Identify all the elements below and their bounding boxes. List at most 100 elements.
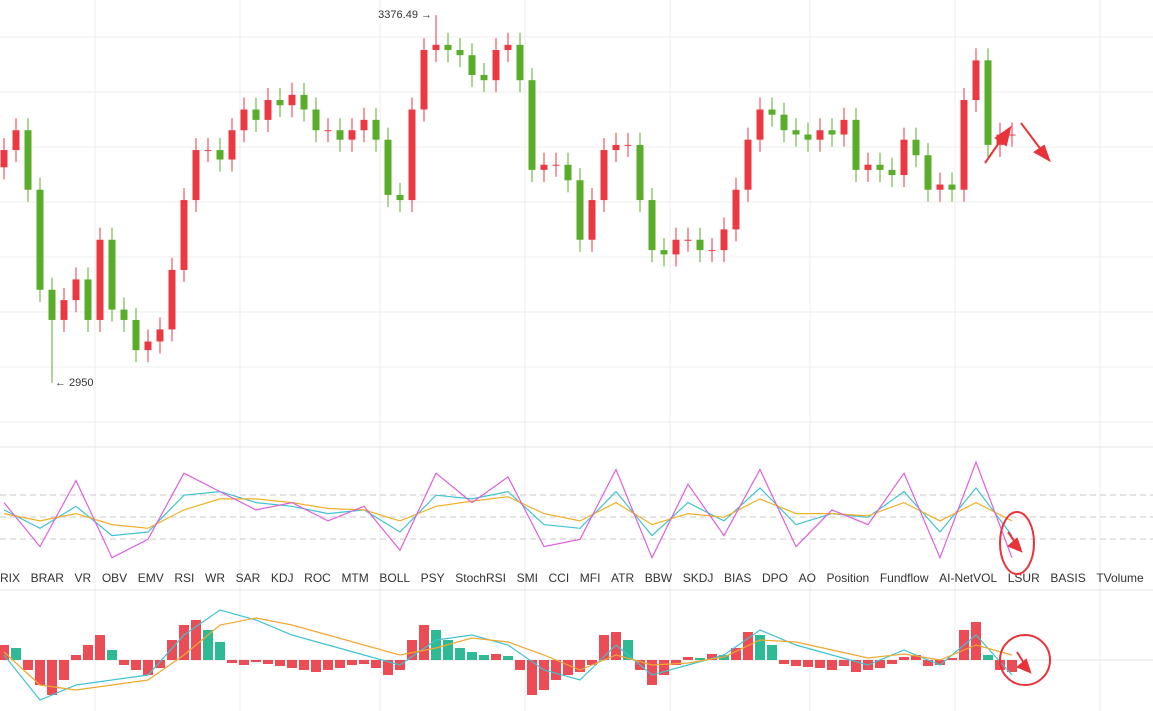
indicator-tab[interactable]: VR xyxy=(75,571,92,585)
indicator-tab[interactable]: OBV xyxy=(102,571,127,585)
indicator-tab[interactable]: BOLL xyxy=(379,571,410,585)
macd-bar xyxy=(299,660,309,670)
indicator-tab[interactable]: BRAR xyxy=(31,571,65,585)
macd-bar xyxy=(347,660,357,665)
candle-body xyxy=(468,55,476,76)
indicator-tab[interactable]: ROC xyxy=(304,571,331,585)
macd-bar xyxy=(611,632,621,660)
macd-bar xyxy=(947,658,957,660)
macd-bar xyxy=(695,658,705,660)
candle-body xyxy=(1008,134,1016,136)
candle-body xyxy=(72,279,80,301)
macd-bar xyxy=(563,660,573,675)
candle-body xyxy=(432,44,440,51)
candle-body xyxy=(900,139,908,176)
candle-body xyxy=(396,194,404,201)
indicator-tab[interactable]: BASIS xyxy=(1050,571,1085,585)
macd-bar xyxy=(155,660,165,668)
indicator-tab[interactable]: RIX xyxy=(0,571,20,585)
indicator-tab[interactable]: EMV xyxy=(138,571,164,585)
annotation-arrows xyxy=(984,122,1051,686)
max-annotation: 3376.49 → xyxy=(378,9,432,21)
indicator-tab[interactable]: SMI xyxy=(517,571,538,585)
indicator-tab[interactable]: CCI xyxy=(549,571,570,585)
macd-bar xyxy=(455,648,465,660)
indicator-line xyxy=(3,617,1013,691)
macd-bar xyxy=(35,660,45,685)
indicator-tab[interactable]: ATR xyxy=(611,571,634,585)
macd-bar xyxy=(227,660,237,663)
macd-bar xyxy=(815,660,825,668)
indicator-tab[interactable]: WR xyxy=(205,571,225,585)
macd-bar xyxy=(839,660,849,666)
indicator-tab[interactable]: BBW xyxy=(645,571,673,585)
indicator-tab[interactable]: MTM xyxy=(341,571,368,585)
candle-body xyxy=(168,269,176,330)
candle-body xyxy=(696,239,704,251)
macd-bar xyxy=(251,660,261,662)
candle-body xyxy=(648,200,656,251)
indicator-line xyxy=(3,609,1013,701)
candle-body xyxy=(600,150,608,201)
macd-bar xyxy=(779,660,789,664)
macd-bar xyxy=(203,630,213,660)
macd-bar xyxy=(131,660,141,670)
macd-bar xyxy=(215,642,225,660)
indicator-tab[interactable]: SAR xyxy=(236,571,261,585)
macd-bar xyxy=(659,660,669,675)
indicator-tab[interactable]: Fundflow xyxy=(880,571,929,585)
candle-body xyxy=(336,130,344,140)
indicator-tab[interactable]: AO xyxy=(799,571,816,585)
macd-bar xyxy=(491,654,501,660)
candle-body xyxy=(492,50,500,81)
candle-body xyxy=(240,109,248,131)
candle-body xyxy=(888,169,896,176)
candle-body xyxy=(420,50,428,110)
indicator-tab[interactable]: KDJ xyxy=(271,571,294,585)
candle-body xyxy=(300,94,308,110)
candle-body xyxy=(360,119,368,131)
macd-bar xyxy=(647,660,657,685)
candle-body xyxy=(612,144,620,151)
macd-bar xyxy=(527,660,537,695)
macd-bar xyxy=(143,660,153,675)
macd-bar xyxy=(539,660,549,690)
indicator-tab[interactable]: SKDJ xyxy=(683,571,714,585)
candle-body xyxy=(288,94,296,106)
candle-body xyxy=(792,130,800,135)
candle-body xyxy=(936,184,944,190)
candle-body xyxy=(540,164,548,170)
candle-body xyxy=(552,164,560,166)
candle-body xyxy=(456,50,464,56)
macd-bar xyxy=(755,635,765,660)
macd-bar xyxy=(899,657,909,660)
macd-bar xyxy=(851,660,861,672)
candle-body xyxy=(684,239,692,241)
indicator-line xyxy=(3,460,1013,560)
candle-body xyxy=(60,300,68,320)
macd-bar xyxy=(623,640,633,660)
candle-body xyxy=(180,200,188,270)
indicator-tab[interactable]: MFI xyxy=(580,571,601,585)
indicator-tab[interactable]: TVolume xyxy=(1096,571,1144,585)
macd-bar xyxy=(767,645,777,660)
macd-bar xyxy=(239,660,249,665)
macd-bar xyxy=(791,660,801,666)
candle-body xyxy=(744,139,752,190)
macd-bar xyxy=(371,660,381,668)
indicator-tab[interactable]: Position xyxy=(827,571,870,585)
indicator-tab[interactable]: AI-NetVOL xyxy=(939,571,997,585)
macd-bar xyxy=(935,660,945,665)
indicator-tab[interactable]: BIAS xyxy=(724,571,751,585)
macd-bar xyxy=(887,660,897,664)
indicator-tab[interactable]: PSY xyxy=(421,571,445,585)
candle-body xyxy=(804,134,812,140)
macd-bar xyxy=(911,655,921,660)
macd-bar xyxy=(599,635,609,660)
macd-bar xyxy=(287,660,297,668)
indicator-tab[interactable]: RSI xyxy=(174,571,194,585)
candle-body xyxy=(252,109,260,120)
indicator-tab[interactable]: StochRSI xyxy=(455,571,506,585)
candle-body xyxy=(108,239,116,310)
indicator-tab[interactable]: DPO xyxy=(762,571,788,585)
